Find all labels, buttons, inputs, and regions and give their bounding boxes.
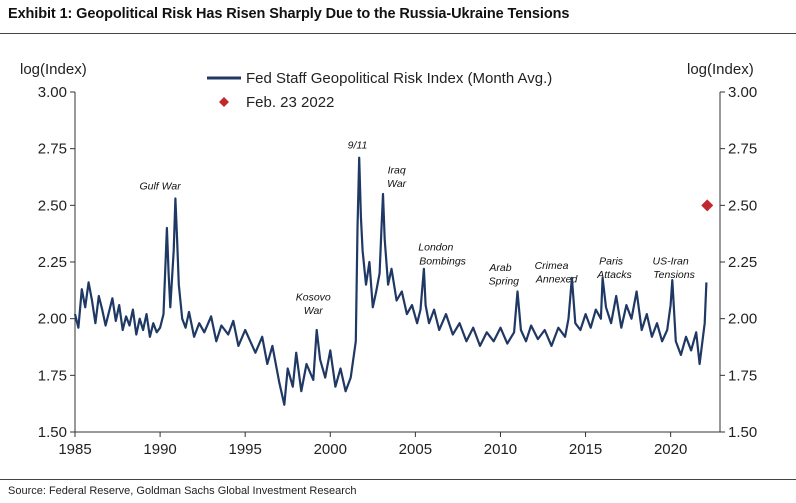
y-tick-label-right: 2.00 [728,311,757,328]
y-tick-label-left: 2.00 [38,311,67,328]
annotation-label: Arab [488,262,511,274]
x-tick-label: 2000 [314,441,347,458]
legend-marker-label: Feb. 23 2022 [246,94,334,111]
y-tick-label-left: 3.00 [38,84,67,101]
annotation-label: Gulf War [139,180,181,192]
x-tick-label: 1985 [58,441,91,458]
annotation-label: Spring [489,276,520,288]
y-tick-label-left: 1.50 [38,424,67,441]
y-tick-label-left: 2.75 [38,141,67,158]
y-axis-label-left: log(Index) [20,61,87,78]
x-tick-label: 2005 [399,441,432,458]
axes-group: 3.00 3.00 2.75 2.75 2.50 2.50 2.25 2.25 2.00 2.00… [38,84,757,458]
annotation-label: US-Iran [653,255,689,267]
annotation-label: Tensions [653,269,695,281]
annotation-label: Kosovo [296,292,331,304]
title-divider [0,33,796,34]
y-tick-label-right: 2.25 [728,254,757,271]
y-tick-label-left: 2.25 [38,254,67,271]
annotation-label: Paris [599,255,624,267]
x-tick-label: 1995 [228,441,261,458]
x-tick-label: 2015 [569,441,602,458]
annotation-label: London [418,242,453,254]
y-tick-label-right: 2.75 [728,141,757,158]
x-tick-label: 1990 [143,441,176,458]
chart-title: Exhibit 1: Geopolitical Risk Has Risen S… [8,6,570,22]
y-tick-label-right: 1.50 [728,424,757,441]
annotation-label: 9/11 [348,140,368,152]
y-tick-label-right: 2.50 [728,197,757,214]
annotation-label: Crimea [535,260,569,272]
annotation-label: Annexed [535,273,579,285]
x-tick-label: 2010 [484,441,517,458]
annotation-label: Attacks [596,269,632,281]
annotation-label: War [304,305,324,317]
y-tick-label-left: 2.50 [38,197,67,214]
annotation-label: Bombings [419,255,466,267]
y-axis-label-right: log(Index) [687,61,754,78]
source-divider [0,479,796,480]
legend-diamond-swatch [219,97,229,107]
annotation-label: Iraq [388,165,406,177]
annotations-group: Gulf WarKosovoWar9/11IraqWarLondonBombin… [139,140,695,317]
legend-series-label: Fed Staff Geopolitical Risk Index (Month… [246,70,552,87]
marker-feb-23-2022 [701,199,714,212]
series-line-risk-index [73,156,708,406]
source-note: Source: Federal Reserve, Goldman Sachs G… [8,485,357,497]
plot-group [73,156,714,406]
annotation-label: War [387,178,407,190]
x-tick-label: 2020 [654,441,687,458]
y-tick-label-left: 1.75 [38,367,67,384]
y-tick-label-right: 1.75 [728,367,757,384]
y-tick-label-right: 3.00 [728,84,757,101]
